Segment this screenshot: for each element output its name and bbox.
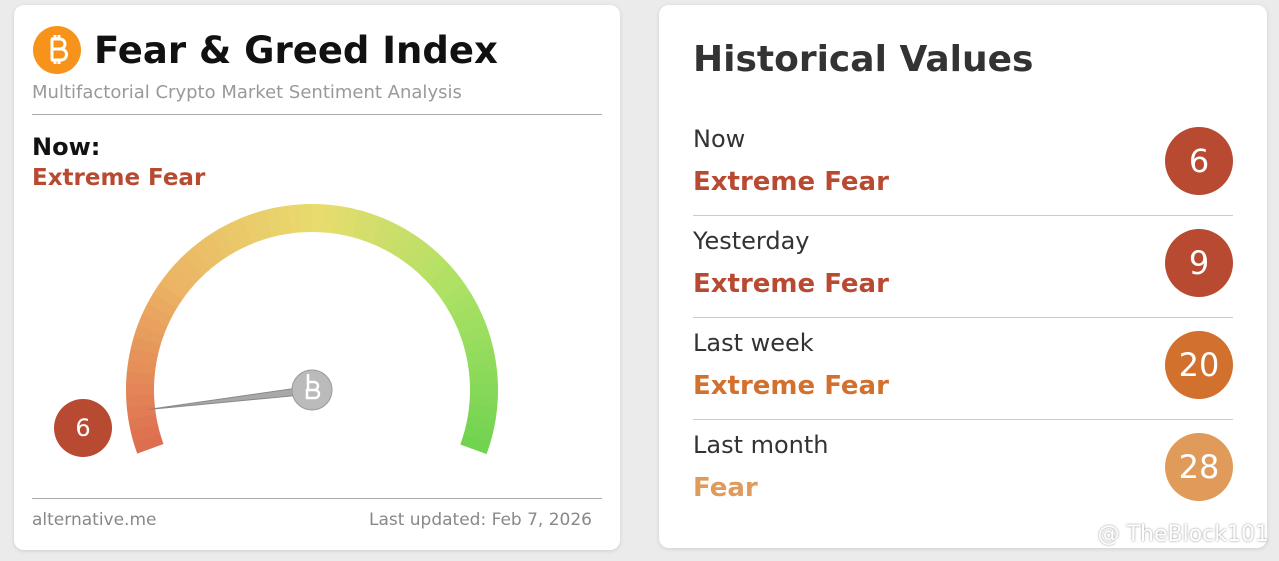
gauge-arc [220, 222, 245, 253]
hub-logo [305, 374, 321, 400]
row-label: Last week [693, 329, 814, 357]
gauge-arc [166, 264, 196, 292]
gauge-arc [466, 414, 496, 432]
gauge-arc [460, 434, 491, 455]
gauge-arc [242, 213, 263, 244]
gauge-arc [351, 210, 372, 241]
row-status: Extreme Fear [693, 167, 889, 197]
gauge-arc [460, 325, 491, 346]
gauge-arc [276, 205, 293, 235]
row-status: Fear [693, 473, 758, 503]
row-divider [693, 215, 1233, 216]
gauge-arc [142, 303, 173, 326]
footer-updated: Last updated: Feb 7, 2026 [368, 510, 592, 530]
gauge-arc [397, 234, 424, 264]
gauge-arc [288, 204, 303, 234]
row-value: 20 [1165, 331, 1233, 399]
row-value: 9 [1165, 229, 1233, 297]
gauge-arc [182, 247, 211, 277]
gauge-arc [133, 324, 165, 345]
gauge-arc [191, 240, 219, 270]
gauge-arc [159, 273, 190, 300]
row-status: Extreme Fear [693, 371, 889, 401]
gauge-arc [389, 227, 414, 258]
gauge-arc [463, 424, 494, 443]
gauge-arc [421, 256, 450, 285]
gauge-arc [231, 217, 254, 248]
row-label: Now [693, 125, 746, 153]
fear-greed-card: Fear & Greed Index Multifactorial Crypto… [14, 5, 620, 550]
gauge-arc [371, 217, 394, 248]
gauge-arc [380, 222, 404, 253]
gauge-arc [467, 359, 498, 376]
gauge-arc [126, 359, 157, 375]
watermark: @ TheBlock101 [1097, 522, 1269, 547]
gauge-arc [406, 240, 433, 270]
gauge-arc [128, 347, 159, 365]
gauge-arc [465, 348, 496, 365]
gauge-arc [451, 303, 483, 327]
gauge-arc [133, 433, 164, 454]
gauge [126, 204, 498, 455]
divider [32, 114, 602, 115]
gauge-arc [128, 414, 158, 431]
gauge-arc [147, 292, 178, 317]
gauge-arc [456, 314, 487, 336]
gauge-arc [446, 293, 478, 318]
gauge-arc [435, 273, 465, 300]
title: Fear & Greed Index [94, 29, 498, 72]
gauge-arc [200, 233, 227, 264]
gauge-arc [137, 313, 168, 336]
gauge-arc [153, 282, 183, 308]
gauge-arc [428, 264, 458, 292]
gauge-arc [441, 283, 472, 309]
footer-source: alternative.me [32, 510, 157, 530]
subtitle: Multifactorial Crypto Market Sentiment A… [32, 82, 462, 103]
gauge-arc [130, 336, 161, 355]
gauge-arc [321, 204, 337, 234]
bitcoin-logo [33, 26, 81, 74]
gauge-arc [210, 227, 236, 258]
gauge-arc [469, 394, 498, 408]
gauge-arc [264, 207, 283, 238]
now-label: Now: [32, 133, 101, 161]
gauge-arc [467, 404, 498, 420]
row-label: Yesterday [693, 227, 810, 255]
historical-card: Historical Values Now Extreme Fear 6 Yester… [659, 5, 1267, 548]
row-label: Last month [693, 431, 829, 459]
gauge-arc [130, 424, 161, 443]
row-status: Extreme Fear [693, 269, 889, 299]
gauge-arc [126, 393, 155, 408]
row-value: 6 [1165, 127, 1233, 195]
title: Historical Values [693, 39, 1034, 80]
gauge-arc [469, 371, 498, 386]
gauge-arc [361, 213, 383, 244]
divider [32, 498, 602, 499]
gauge-arc [253, 209, 273, 241]
gauge-arc [332, 205, 349, 236]
gauge-value: 6 [54, 399, 112, 457]
gauge-arc [174, 255, 203, 284]
row-divider [693, 317, 1233, 318]
gauge-arc [342, 207, 360, 238]
gauge-needle [148, 385, 314, 411]
gauge-arc [126, 404, 156, 420]
gauge-arc [126, 371, 155, 385]
gauge-arc [414, 248, 442, 277]
row-value: 28 [1165, 433, 1233, 501]
now-status: Extreme Fear [32, 165, 206, 191]
row-divider [693, 419, 1233, 420]
gauge-arc [463, 336, 494, 356]
